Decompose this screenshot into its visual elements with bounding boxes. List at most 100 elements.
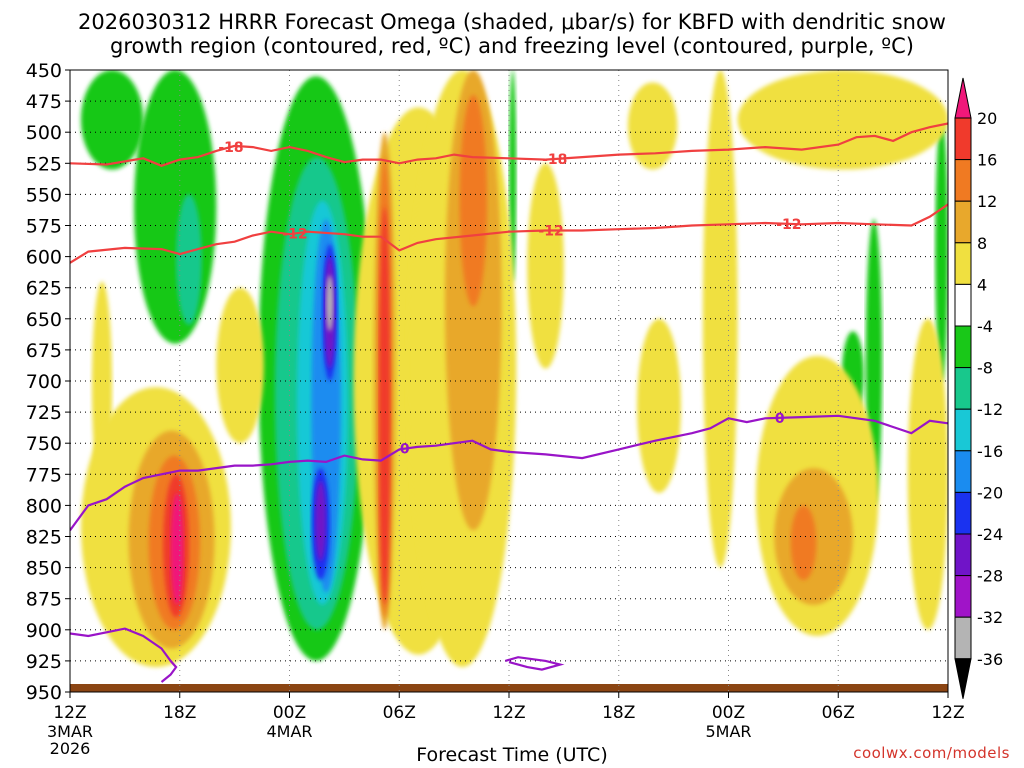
x-year-label: 2026 <box>50 739 91 758</box>
colorbar-label: -12 <box>977 400 1003 419</box>
colorbar-label: -32 <box>977 608 1003 627</box>
x-tick-label: 18Z <box>163 703 196 723</box>
colorbar-swatch <box>954 242 972 285</box>
x-tick-label: 00Z <box>273 703 306 723</box>
y-tick-label: 825 <box>26 527 62 549</box>
omega-cell <box>459 94 488 307</box>
colorbar-label: -24 <box>977 525 1003 544</box>
x-axis-label: Forecast Time (UTC) <box>416 744 608 766</box>
y-tick-label: 525 <box>26 153 62 175</box>
colorbar-swatch <box>954 533 972 577</box>
omega-cell <box>170 492 184 605</box>
omega-cell <box>326 275 334 332</box>
omega-cell <box>527 163 564 369</box>
y-tick-label: 450 <box>26 60 62 82</box>
contour-label: -12 <box>282 226 307 242</box>
x-tick-label: 06Z <box>822 703 855 723</box>
contour-labels: -18 -18 -12 -12 -12 0 0 <box>218 140 801 458</box>
x-tick-label: 12Z <box>53 703 86 723</box>
y-tick-label: 950 <box>26 682 62 704</box>
colorbar-swatch <box>954 325 972 369</box>
omega-cell <box>509 70 517 282</box>
omega-colorbar: 20 16 12 8 4 -4 -8 -12 -16 -20 -24 -28 -32 -36 <box>954 77 1003 699</box>
y-tick-label: 600 <box>26 247 62 269</box>
omega-cell <box>907 318 948 630</box>
y-tick-label: 475 <box>26 91 62 113</box>
colorbar-bottom-arrow <box>954 658 972 699</box>
omega-cell <box>216 287 264 444</box>
y-tick-label: 725 <box>26 402 62 424</box>
y-tick-label: 675 <box>26 340 62 362</box>
omega-cell <box>134 70 217 344</box>
colorbar-label: -4 <box>977 317 993 336</box>
contour-label: -12 <box>776 217 801 233</box>
y-tick-label: 875 <box>26 589 62 611</box>
omega-cell <box>176 194 202 326</box>
colorbar-label: 20 <box>977 109 997 128</box>
colorbar-label: -36 <box>977 650 1003 669</box>
contour-0-blob <box>504 656 565 671</box>
x-date-label: 5MAR <box>705 722 751 741</box>
x-tick-label: 12Z <box>931 703 964 723</box>
omega-cell <box>379 206 391 605</box>
contour-label: -18 <box>218 140 243 156</box>
colorbar-swatch <box>954 283 972 327</box>
y-tick-label: 925 <box>26 651 62 673</box>
chart-title-line-2: growth region (contoured, red, ºC) and f… <box>110 34 914 58</box>
colorbar-label: -8 <box>977 359 993 378</box>
y-tick-label: 700 <box>26 371 62 393</box>
x-tick-label: 12Z <box>492 703 525 723</box>
x-tick-label: 06Z <box>383 703 416 723</box>
colorbar-label: -28 <box>977 567 1003 586</box>
contour-label: -18 <box>542 152 567 168</box>
colorbar-swatch <box>954 616 972 660</box>
colorbar-swatch <box>954 367 972 410</box>
x-date-label: 4MAR <box>266 722 312 741</box>
contour-label: 0 <box>775 411 785 427</box>
colorbar-label: -16 <box>977 442 1003 461</box>
colorbar-label: 12 <box>977 192 997 211</box>
omega-cell <box>935 119 948 381</box>
omega-shading <box>80 70 948 668</box>
pressure-axis: 450 475 500 525 550 575 600 625 650 675 700 725 750 7… <box>26 60 70 704</box>
omega-cell <box>627 82 678 170</box>
y-tick-label: 650 <box>26 309 62 331</box>
colorbar-swatch <box>954 450 972 493</box>
colorbar-swatch <box>954 200 972 244</box>
y-tick-label: 850 <box>26 558 62 580</box>
x-tick-label: 00Z <box>712 703 745 723</box>
omega-cell <box>315 480 327 562</box>
ground-terrain <box>70 684 948 692</box>
contour-label: -12 <box>538 223 563 239</box>
colorbar-label: 16 <box>977 151 997 170</box>
contour-label: 0 <box>400 442 410 458</box>
colorbar-swatch <box>954 117 972 161</box>
contour-0 <box>70 414 948 531</box>
omega-cell <box>790 505 817 581</box>
omega-cell <box>737 70 948 170</box>
source-credit: coolwx.com/models <box>853 744 1010 762</box>
x-tick-label: 18Z <box>602 703 635 723</box>
colorbar-swatch <box>954 408 972 452</box>
y-tick-label: 750 <box>26 433 62 455</box>
y-tick-label: 800 <box>26 495 62 517</box>
colorbar-label: 8 <box>977 234 987 253</box>
contour-0-low <box>70 627 178 683</box>
chart-title-line-1: 2026030312 HRRR Forecast Omega (shaded, … <box>78 10 946 34</box>
colorbar-top-arrow <box>954 77 972 119</box>
contour--12 <box>70 203 948 264</box>
y-tick-label: 625 <box>26 278 62 300</box>
colorbar-swatch <box>954 575 972 618</box>
colorbar-label: -20 <box>977 483 1003 502</box>
colorbar-swatch <box>954 491 972 535</box>
contour--18 <box>70 122 948 167</box>
y-tick-label: 550 <box>26 184 62 206</box>
colorbar-label: 4 <box>977 275 987 294</box>
temperature-contours <box>70 122 948 683</box>
y-tick-label: 575 <box>26 216 62 238</box>
colorbar-swatch <box>954 159 972 202</box>
omega-cell <box>637 318 681 493</box>
omega-cell <box>80 70 144 170</box>
